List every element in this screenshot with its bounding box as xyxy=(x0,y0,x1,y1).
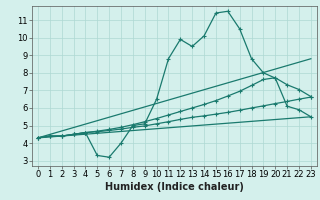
X-axis label: Humidex (Indice chaleur): Humidex (Indice chaleur) xyxy=(105,182,244,192)
